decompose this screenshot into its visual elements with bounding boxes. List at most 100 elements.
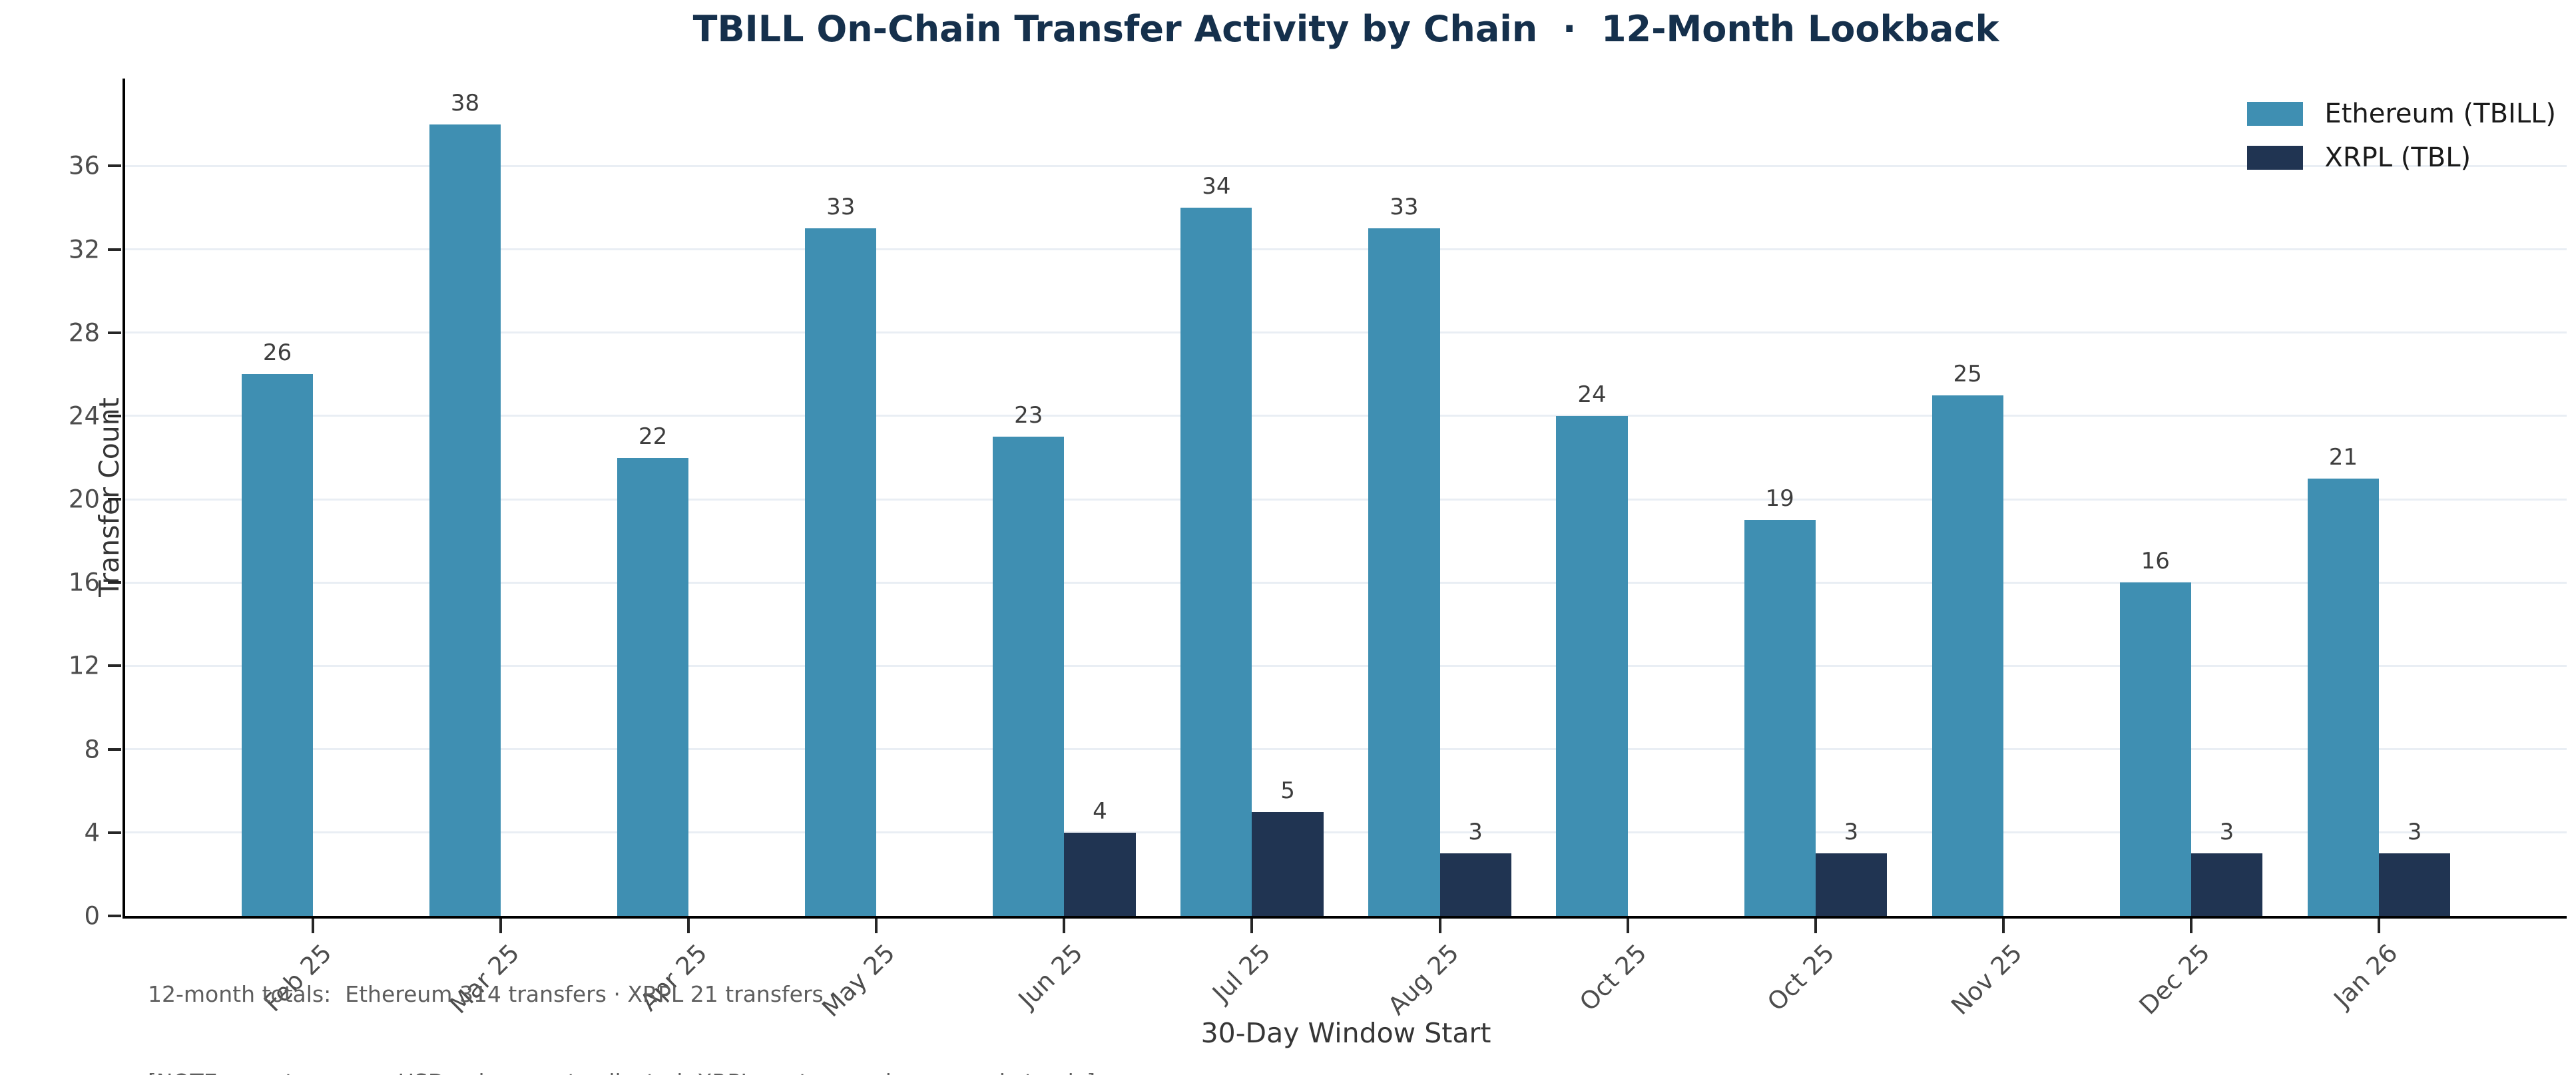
- annotation-line-note: [NOTE: count proxy — USD volume not coll…: [148, 1068, 1095, 1075]
- bar-ethereum: [617, 457, 689, 916]
- y-tick-mark: [108, 831, 121, 834]
- bar-value-label: 3: [2219, 819, 2234, 846]
- bar-ethereum: [1744, 520, 1816, 916]
- legend-swatch-ethereum: [2247, 102, 2304, 126]
- y-tick-label: 4: [84, 818, 100, 847]
- y-tick-mark: [108, 331, 121, 334]
- bar-ethereum: [993, 437, 1065, 916]
- y-tick-mark: [108, 498, 121, 501]
- x-tick-label: Aug 25: [1382, 939, 1464, 1021]
- plot-area: 0 4 8 12 16 20 24 28 32 36 26 38 22 33 23 34 33 24 19 25 16 2…: [69, 79, 2567, 1022]
- y-tick-mark: [108, 581, 121, 584]
- bar-ethereum: [2119, 582, 2191, 916]
- gridline: [125, 664, 2567, 667]
- x-tick-mark: [2001, 919, 2005, 933]
- gridline: [125, 581, 2567, 584]
- y-tick-mark: [108, 414, 121, 417]
- bar-value-label: 19: [1765, 485, 1794, 513]
- bar-value-label: 33: [1390, 194, 1419, 221]
- bar-value-label: 38: [450, 89, 480, 116]
- y-tick-mark: [108, 164, 121, 168]
- x-tick-label: Dec 25: [2133, 939, 2216, 1020]
- y-tick-label: 28: [68, 318, 100, 347]
- bar-value-label: 16: [2141, 548, 2170, 575]
- x-tick-mark: [1250, 919, 1254, 933]
- bar-ethereum: [1180, 208, 1252, 916]
- x-tick-mark: [875, 919, 878, 933]
- bar-xrpl: [1252, 811, 1324, 916]
- x-tick-mark: [687, 919, 690, 933]
- bar-xrpl: [2190, 853, 2263, 916]
- bar-ethereum: [805, 228, 877, 916]
- x-tick-mark: [1626, 919, 1629, 933]
- y-tick-mark: [108, 748, 121, 751]
- legend-label-ethereum: Ethereum (TBILL): [2324, 99, 2556, 129]
- gridline: [125, 415, 2567, 417]
- y-tick-mark: [108, 248, 121, 251]
- y-tick-label: 0: [84, 901, 100, 931]
- annotation: 12-month totals: Ethereum 314 transfers …: [148, 921, 1095, 1075]
- y-tick-mark: [108, 664, 121, 668]
- bar-value-label: 3: [1468, 819, 1483, 846]
- bar-value-label: 25: [1953, 360, 1982, 387]
- gridline: [125, 331, 2567, 334]
- bar-value-label: 3: [1844, 819, 1859, 846]
- y-tick-label: 8: [84, 735, 100, 764]
- gridline: [125, 831, 2567, 834]
- y-tick-label: 20: [68, 485, 100, 514]
- gridline: [125, 748, 2567, 751]
- y-tick-label: 24: [68, 401, 100, 431]
- bar-value-label: 23: [1014, 402, 1043, 429]
- bar-value-label: 33: [826, 194, 856, 221]
- x-tick-mark: [2377, 919, 2380, 933]
- x-tick-mark: [499, 919, 503, 933]
- x-tick-mark: [2189, 919, 2192, 933]
- bar-ethereum: [1556, 415, 1628, 916]
- bar-value-label: 26: [262, 339, 292, 367]
- x-tick-mark: [1063, 919, 1066, 933]
- legend-row-ethereum: Ethereum (TBILL): [2247, 99, 2556, 129]
- x-tick-label: Oct 25: [1573, 939, 1653, 1017]
- y-tick-label: 32: [68, 235, 100, 264]
- bar-xrpl: [2378, 853, 2451, 916]
- legend: Ethereum (TBILL) XRPL (TBL): [2247, 99, 2556, 173]
- legend-label-xrpl: XRPL (TBL): [2324, 142, 2471, 173]
- y-tick-label: 16: [68, 568, 100, 597]
- x-tick-label: Oct 25: [1761, 939, 1840, 1017]
- x-tick-mark: [312, 919, 315, 933]
- gridline: [125, 164, 2567, 167]
- y-axis-spine: [123, 79, 125, 919]
- x-tick-label: Nov 25: [1945, 939, 2028, 1021]
- bar-value-label: 22: [638, 423, 668, 450]
- x-axis-spine: [123, 916, 2567, 919]
- x-tick-label: Jul 25: [1207, 939, 1276, 1008]
- bar-ethereum: [2307, 478, 2379, 916]
- annotation-line-totals: 12-month totals: Ethereum 314 transfers …: [148, 981, 824, 1007]
- bar-ethereum: [1932, 395, 2003, 916]
- bar-value-label: 5: [1280, 777, 1295, 804]
- y-tick-label: 12: [68, 651, 100, 680]
- y-tick-label: 36: [68, 151, 100, 180]
- gridline: [125, 248, 2567, 251]
- x-tick-label: Jan 26: [2328, 939, 2404, 1014]
- bar-xrpl: [1064, 832, 1136, 916]
- bar-value-label: 24: [1577, 381, 1607, 408]
- x-tick-mark: [1814, 919, 1817, 933]
- bar-ethereum: [1368, 228, 1440, 916]
- legend-swatch-xrpl: [2247, 146, 2304, 170]
- bar-ethereum: [429, 124, 501, 916]
- bar-value-label: 3: [2407, 819, 2422, 846]
- bar-value-label: 21: [2328, 443, 2358, 471]
- x-tick-mark: [1438, 919, 1441, 933]
- legend-row-xrpl: XRPL (TBL): [2247, 142, 2556, 173]
- gridline: [125, 498, 2567, 501]
- bar-xrpl: [1439, 853, 1511, 916]
- x-axis-label: 30-Day Window Start: [1200, 1017, 1491, 1049]
- chart-title: TBILL On-Chain Transfer Activity by Chai…: [692, 8, 1999, 50]
- bar-xrpl: [1815, 853, 1887, 916]
- y-tick-mark: [108, 915, 121, 917]
- bar-ethereum: [241, 374, 314, 916]
- bar-value-label: 4: [1093, 797, 1107, 825]
- bar-value-label: 34: [1202, 173, 1231, 200]
